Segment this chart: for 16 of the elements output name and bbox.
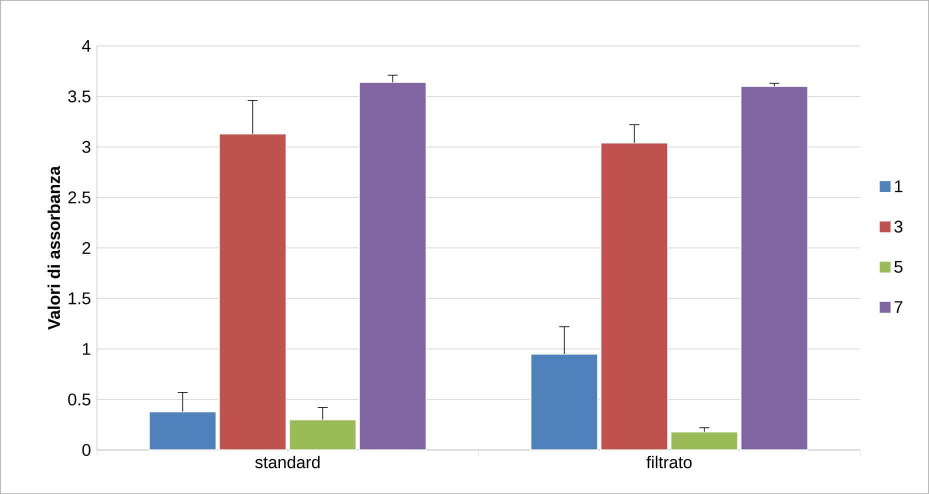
legend-label: 3	[894, 220, 902, 233]
y-tick-label: 0.5	[68, 394, 90, 406]
y-tick-label: 1	[82, 343, 90, 355]
y-tick-label: 1.5	[68, 292, 90, 304]
y-tick-label: 3	[82, 140, 90, 153]
legend-label: 5	[894, 261, 902, 273]
y-tick-label: 0	[82, 444, 90, 456]
y-tick-label: 3.5	[68, 90, 90, 102]
legend-label: 1	[895, 180, 902, 192]
y-tick-label: 4	[82, 40, 91, 52]
y-axis-title: Valori di assorbanza	[48, 166, 60, 330]
legend-label: 7	[894, 301, 902, 313]
y-tick-label: 2.5	[68, 191, 90, 204]
x-tick-label: standard	[255, 456, 320, 468]
x-tick-label: filtrato	[646, 456, 692, 468]
y-tick-label: 2	[82, 242, 90, 254]
